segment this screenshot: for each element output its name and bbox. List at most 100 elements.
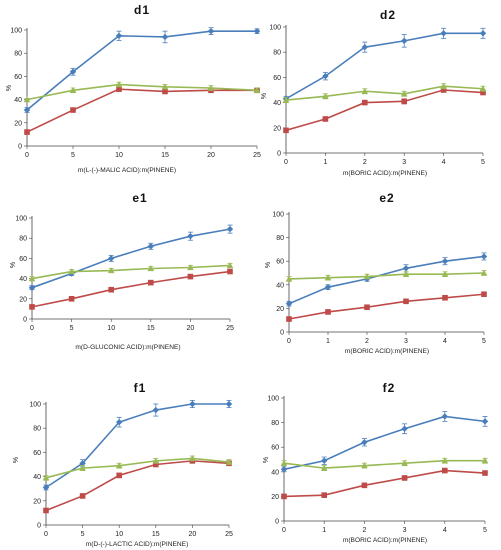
e2-point-red	[286, 316, 292, 322]
f1-point-blue	[152, 406, 159, 414]
f1-series-red-line	[45, 460, 230, 512]
e2-x-tick-label: 2	[365, 338, 369, 345]
f2-y-tick-label: 60	[271, 445, 279, 452]
f1-x-tick-label: 20	[189, 531, 197, 538]
e2-point-blue	[324, 283, 332, 291]
panel-f2-xlabel: m(BORIC ACID):m(PINENE)	[343, 537, 427, 544]
f2-y-tick-label: 20	[271, 494, 279, 501]
panel-f2: f2 % m(BORIC ACID):m(PINENE) 02040608010…	[263, 381, 489, 544]
panel-e2: e2 % m(BORIC ACID):m(PINENE) 02040608010…	[265, 191, 488, 355]
d1-y-tick-label: 60	[14, 74, 22, 81]
f2-x-tick-label: 2	[362, 527, 366, 534]
panel-f2-title: f2	[383, 381, 396, 395]
e1-x-tick-label: 5	[70, 325, 74, 332]
e1-point-green	[107, 267, 115, 274]
panel-d2-title: d2	[380, 8, 396, 22]
d2-point-red	[440, 87, 447, 93]
d2-point-red	[322, 116, 329, 122]
f1-y-tick-label: 80	[33, 426, 41, 433]
d2-y-tick-label: 0	[277, 151, 281, 158]
f2-point-red	[321, 492, 327, 498]
d1-point-blue	[207, 27, 215, 35]
f2-point-blue	[280, 466, 288, 473]
f1-x-tick-label: 10	[115, 531, 123, 538]
f1-point-blue	[116, 418, 123, 426]
d1-y-tick-label: 80	[14, 51, 22, 58]
d2-x-tick-label: 1	[323, 159, 327, 166]
e1-point-green	[28, 275, 36, 282]
f1-x-tick-label: 25	[225, 531, 233, 538]
d1-point-green	[161, 83, 169, 90]
e1-point-green	[187, 264, 194, 271]
e1-y-tick-label: 60	[19, 256, 27, 263]
e2-point-blue	[441, 258, 449, 265]
d2-point-blue	[401, 37, 408, 45]
panel-e1: e1 % m(D-GLUCONIC ACID):m(PINENE) 0 20 40 6…	[10, 191, 234, 351]
e2-y-tick-label: 20	[276, 306, 284, 313]
d1-point-green	[23, 96, 31, 103]
f1-point-blue	[79, 460, 86, 467]
f1-point-blue	[189, 400, 196, 408]
d1-point-blue	[23, 106, 31, 114]
panel-f2-ylabel: %	[263, 457, 270, 463]
f1-x-tick-label: 15	[152, 531, 160, 538]
e2-point-green	[324, 274, 332, 281]
panel-e2-xlabel: m(BORIC ACID):m(PINENE)	[345, 348, 429, 355]
e1-x-tick-label: 25	[226, 325, 234, 332]
f1-y-tick-label: 40	[33, 474, 41, 481]
e2-point-red	[442, 294, 448, 301]
e2-x-tick-label: 5	[482, 338, 486, 345]
d2-point-red	[401, 98, 407, 105]
f2-point-green	[401, 459, 408, 466]
e2-x-tick-label: 4	[443, 338, 447, 345]
e2-point-red	[364, 304, 370, 311]
e1-point-blue	[28, 284, 36, 291]
panel-d2-ylabel: %	[261, 93, 268, 99]
e2-y-tick-label: 100	[272, 212, 284, 219]
f2-series-blue-line	[283, 415, 486, 471]
d1-point-red	[24, 129, 30, 135]
d1-x-tick-label: 25	[253, 152, 261, 159]
e2-point-green	[363, 273, 371, 280]
panel-f1: f1 % m(D-(-)-LACTIC ACID):m(PINENE) 0 20 4…	[13, 381, 233, 548]
panel-e1-title: e1	[132, 191, 147, 205]
e1-x-tick-label: 15	[147, 325, 155, 332]
f2-point-green	[361, 462, 368, 469]
f2-point-blue	[321, 457, 328, 464]
panel-d2-xlabel: m(BORIC ACID):m(PINENE)	[343, 170, 427, 177]
e1-point-green	[68, 268, 75, 275]
f2-point-red	[361, 482, 368, 489]
e2-point-blue	[285, 300, 293, 307]
d1-point-green	[115, 81, 123, 88]
f2-y-tick-label: 80	[271, 420, 279, 427]
e1-series-green-line	[31, 264, 231, 280]
d1-point-red	[70, 107, 76, 113]
panel-d2: d2 % m(BORIC ACID):m(PINENE) 02040608010…	[261, 8, 487, 177]
d2-point-blue	[440, 30, 447, 37]
d2-series-green-line	[285, 85, 484, 101]
panel-f1-xlabel: m(D-(-)-LACTIC ACID):m(PINENE)	[86, 541, 189, 548]
f2-point-blue	[441, 413, 448, 420]
d1-series-green-line	[26, 83, 258, 101]
d1-point-blue	[253, 27, 261, 35]
f2-series-green-line	[283, 459, 485, 469]
e1-x-tick-label: 0	[30, 325, 34, 332]
panel-d1-ylabel: %	[6, 85, 13, 91]
e2-x-tick-label: 1	[326, 338, 330, 345]
panel-d1-title: d1	[134, 3, 150, 17]
d2-point-blue	[322, 72, 329, 80]
panel-e1-xlabel: m(D-GLUCONIC ACID):m(PINENE)	[75, 344, 180, 351]
d1-x-tick-label: 5	[71, 152, 75, 159]
f1-y-tick-label: 20	[33, 498, 41, 505]
d1-x-tick-label: 20	[207, 152, 215, 159]
f1-point-red	[43, 507, 49, 514]
e2-y-tick-label: 80	[276, 235, 284, 242]
d2-point-green	[479, 85, 487, 92]
d1-point-green	[69, 87, 77, 93]
e1-y-tick-label: 20	[19, 296, 27, 303]
panel-d1: d1 % m(L-(-)-MALIC ACID):m(PINENE) 0 20 40…	[6, 3, 261, 174]
f1-y-tick-label: 0	[37, 523, 41, 530]
f2-x-tick-label: 1	[322, 527, 326, 534]
f1-x-tick-label: 0	[44, 531, 48, 538]
f1-y-tick-label: 100	[29, 402, 41, 409]
